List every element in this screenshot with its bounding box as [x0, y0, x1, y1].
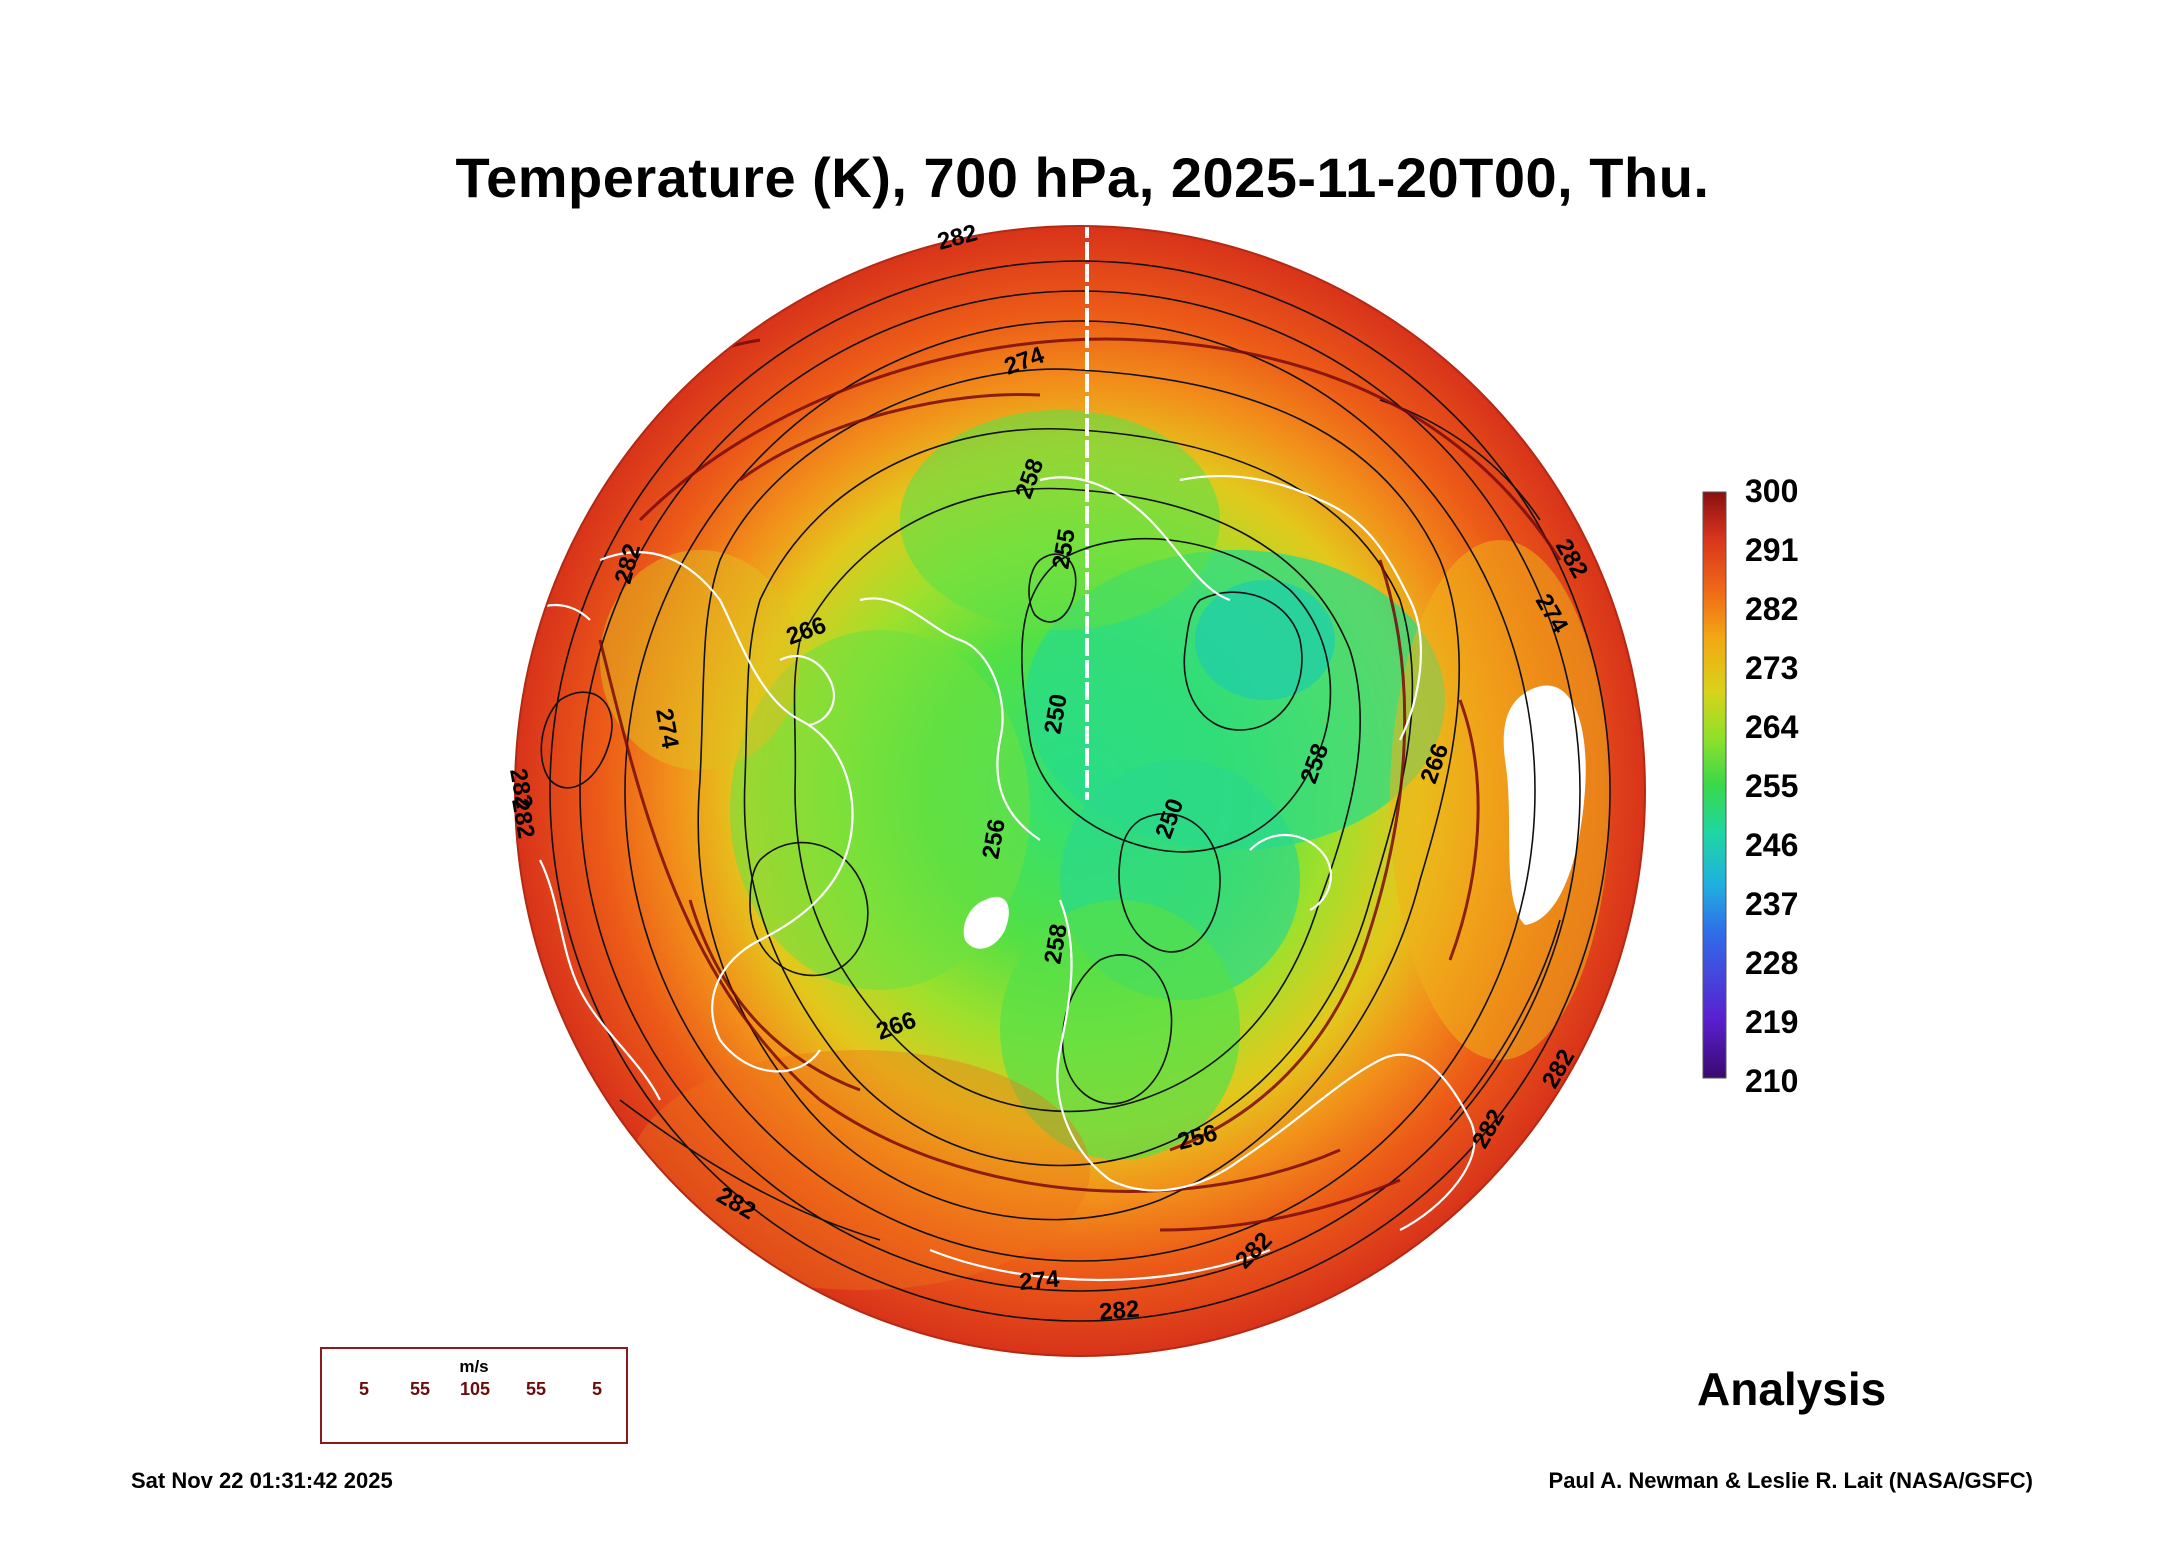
colorbar-label: 282: [1745, 591, 1799, 627]
contour-label: 274: [1018, 1266, 1061, 1296]
coastlines: [519, 475, 1476, 1282]
credit: Paul A. Newman & Leslie R. Lait (NASA/GS…: [1548, 1468, 2033, 1493]
colorbar-label: 300: [1745, 473, 1799, 509]
colorbar-label: 291: [1745, 532, 1799, 568]
chart-title: Temperature (K), 700 hPa, 2025-11-20T00,…: [455, 146, 1710, 209]
colorbar-label: 255: [1745, 768, 1799, 804]
temperature-field: [515, 226, 1645, 1356]
colorbar-label: 246: [1745, 827, 1799, 863]
colorbar-label: 219: [1745, 1004, 1799, 1040]
colorbar-label: 210: [1745, 1063, 1799, 1099]
wind-legend: m/s 5 55 105 55 5: [320, 1347, 628, 1444]
colorbar-label: 228: [1745, 945, 1799, 981]
wind-legend-value: 5: [358, 1379, 370, 1399]
globe-outline: [514, 225, 1646, 1357]
colorbar-label: 237: [1745, 886, 1799, 922]
wind-legend-value: 105: [459, 1379, 491, 1399]
wind-legend-value: 5: [591, 1379, 603, 1399]
contour-label: 282: [1098, 1296, 1140, 1326]
white-patch-center: [963, 896, 1009, 949]
wind-legend-unit: m/s: [459, 1357, 489, 1376]
timestamp: Sat Nov 22 01:31:42 2025: [131, 1468, 393, 1493]
colorbar-label: 264: [1745, 709, 1799, 745]
colorbar-label: 273: [1745, 650, 1799, 686]
wind-legend-value: 55: [525, 1379, 547, 1399]
colorbar: [1702, 491, 1727, 1079]
isotherms: [540, 260, 1611, 1322]
wind-legend-value: 55: [409, 1379, 431, 1399]
white-patch-east: [1503, 685, 1586, 925]
analysis-label: Analysis: [1697, 1363, 1887, 1415]
